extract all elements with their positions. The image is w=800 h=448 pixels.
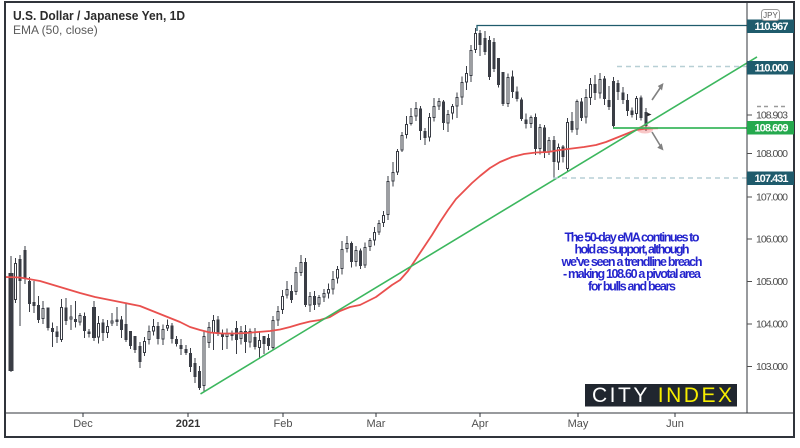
svg-text:The 50-day eMA continues to: The 50-day eMA continues to	[565, 231, 700, 245]
svg-text:103.000: 103.000	[756, 361, 788, 373]
svg-text:Feb: Feb	[274, 418, 293, 430]
svg-text:2021: 2021	[176, 418, 200, 430]
svg-text:110.000: 110.000	[755, 63, 789, 75]
svg-text:108.000: 108.000	[756, 148, 788, 160]
svg-text:we've seen a trendline breach: we've seen a trendline breach	[561, 255, 703, 269]
svg-text:106.000: 106.000	[756, 234, 788, 246]
svg-text:for bulls and bears: for bulls and bears	[588, 279, 676, 293]
svg-text:May: May	[568, 418, 589, 430]
svg-text:Jun: Jun	[666, 418, 684, 430]
svg-text:JPY: JPY	[763, 11, 778, 20]
svg-text:107.000: 107.000	[756, 192, 788, 204]
svg-text:CITY INDEX: CITY INDEX	[592, 384, 734, 407]
svg-text:U.S. Dollar / Japanese Yen, 1D: U.S. Dollar / Japanese Yen, 1D	[13, 9, 185, 23]
svg-text:Mar: Mar	[367, 418, 386, 430]
svg-text:Apr: Apr	[471, 418, 488, 430]
svg-text:hold as support, although: hold as support, although	[575, 243, 690, 257]
svg-text:108.903: 108.903	[756, 110, 788, 122]
svg-text:EMA (50, close): EMA (50, close)	[13, 23, 98, 37]
svg-text:- making 108.60 a pivotal area: - making 108.60 a pivotal area	[563, 267, 702, 281]
svg-text:104.000: 104.000	[756, 319, 788, 331]
svg-text:107.431: 107.431	[755, 173, 789, 185]
svg-text:Dec: Dec	[73, 418, 93, 430]
svg-text:110.967: 110.967	[755, 21, 789, 33]
svg-text:105.000: 105.000	[756, 276, 788, 288]
svg-text:108.609: 108.609	[755, 123, 789, 135]
